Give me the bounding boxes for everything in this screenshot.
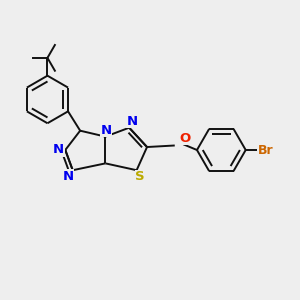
Text: N: N [127,115,138,128]
Text: Br: Br [258,143,273,157]
Text: N: N [100,124,112,136]
Text: O: O [179,132,190,145]
Text: N: N [63,170,74,183]
Text: S: S [135,170,145,183]
Text: N: N [53,143,64,156]
